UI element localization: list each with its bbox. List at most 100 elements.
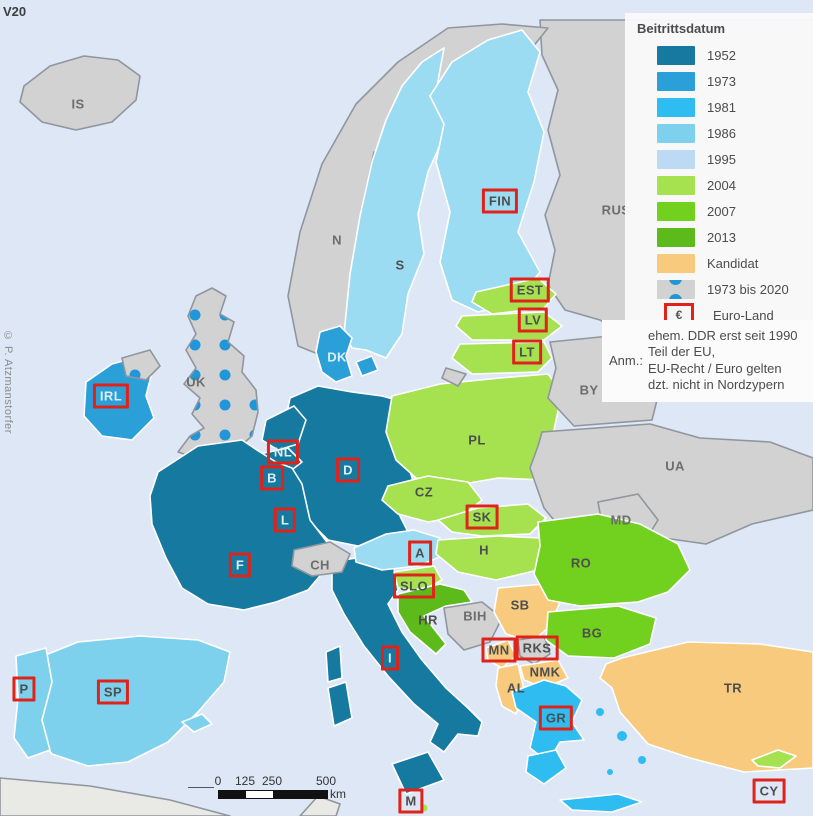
dot-pattern-icon — [669, 279, 682, 285]
country-tunisia — [299, 795, 341, 816]
dot-pattern-icon — [669, 293, 682, 299]
annotation-prefix: Anm.: — [609, 353, 643, 368]
country-denmark — [315, 325, 353, 383]
country-label-nl: NL — [266, 439, 300, 465]
greek-island — [607, 769, 613, 775]
annotation-line: EU-Recht / Euro gelten — [647, 360, 782, 376]
country-switzerland — [291, 541, 351, 577]
country-peloponnese — [525, 749, 567, 785]
legend-row-2004: 2004 — [635, 172, 813, 198]
greek-island — [596, 708, 604, 716]
country-denmark-island — [355, 355, 379, 377]
scale-tick: 0 — [214, 774, 222, 788]
country-label-bih: BIH — [463, 608, 487, 624]
country-label-cy: CY — [752, 778, 786, 804]
annotation-box: Anm.: ehem. DDR erst seit 1990 Teil der E… — [602, 320, 813, 402]
annotation-text: ehem. DDR erst seit 1990 Teil der EU, EU-R… — [648, 328, 798, 393]
legend-label: Kandidat — [707, 255, 759, 271]
country-iceland — [19, 55, 141, 131]
country-label-h: H — [479, 542, 489, 558]
scale-bar-strip — [218, 790, 328, 799]
country-label-dk: DK — [327, 349, 347, 365]
legend-swatch — [657, 45, 695, 65]
legend-row-1986: 1986 — [635, 120, 813, 146]
country-label-lv: LV — [517, 307, 549, 333]
country-sicily — [391, 751, 445, 795]
legend-row-1995: 1995 — [635, 146, 813, 172]
country-label-sp: SP — [96, 679, 130, 705]
legend-label: 1973 bis 2020 — [707, 281, 789, 297]
country-label-fin: FIN — [481, 188, 519, 214]
scale-ticks: 0 125 250 500 — [188, 774, 363, 788]
legend-row-dotted: 1973 bis 2020 — [635, 276, 813, 302]
country-label-slo: SLO — [393, 573, 435, 599]
scale-tick: 500 — [315, 774, 337, 788]
greek-island — [617, 731, 627, 741]
country-label-tr: TR — [723, 680, 743, 696]
greek-island — [638, 756, 646, 764]
legend-swatch — [657, 175, 695, 195]
country-latvia — [455, 311, 563, 341]
country-sardinia — [327, 681, 353, 727]
country-label-pl: PL — [468, 432, 486, 448]
country-label-irl: IRL — [92, 383, 130, 409]
country-label-p: P — [12, 676, 36, 702]
country-portugal — [13, 647, 53, 759]
country-label-rus: RUS — [601, 202, 631, 218]
country-label-mn: MN — [481, 637, 517, 663]
country-balearics — [181, 713, 213, 733]
country-label-i: I — [380, 645, 400, 671]
country-africa-coast — [0, 777, 231, 816]
legend-panel: Beitrittsdatum 1952 1973 1981 1986 1995 2004 2… — [625, 13, 813, 336]
version-label: V20 — [3, 4, 27, 19]
legend-label: 1973 — [707, 73, 736, 89]
legend-swatch — [657, 149, 695, 169]
country-label-ro: RO — [570, 555, 592, 571]
country-label-al: AL — [506, 680, 526, 696]
country-crete — [559, 793, 643, 813]
scale-segment — [273, 791, 327, 798]
country-spain — [27, 635, 231, 767]
legend-swatch — [657, 253, 695, 273]
country-label-n: N — [332, 232, 342, 248]
country-label-sk: SK — [465, 504, 499, 530]
scale-segment — [246, 791, 273, 798]
legend-label: 1995 — [707, 151, 736, 167]
country-corsica — [325, 645, 343, 683]
country-label-a: A — [408, 540, 432, 566]
country-label-lt: LT — [512, 339, 542, 365]
annotation-line: ehem. DDR erst seit 1990 — [647, 328, 798, 343]
country-turkey — [599, 641, 813, 773]
legend-label: 1952 — [707, 47, 736, 63]
legend-row-kandidat: Kandidat — [635, 250, 813, 276]
country-label-f: F — [228, 552, 252, 578]
scale-bar: 0 125 250 500 km — [188, 774, 363, 804]
country-label-rks: RKS — [515, 635, 559, 661]
scale-unit: km — [330, 787, 346, 801]
country-kaliningrad — [441, 367, 467, 387]
country-label-d: D — [336, 457, 360, 483]
country-label-is: IS — [71, 96, 85, 112]
legend-title: Beitrittsdatum — [637, 21, 726, 36]
country-croatia — [397, 583, 473, 655]
legend-label: 2004 — [707, 177, 736, 193]
legend-swatch — [657, 201, 695, 221]
legend-row-2013: 2013 — [635, 224, 813, 250]
legend-row-2007: 2007 — [635, 198, 813, 224]
scale-segment — [219, 791, 246, 798]
legend-swatch — [657, 123, 695, 143]
country-label-sb: SB — [510, 597, 530, 613]
country-label-ch: CH — [310, 557, 330, 573]
legend-label: 1981 — [707, 99, 736, 115]
country-label-md: MD — [610, 512, 632, 528]
legend-rows: 1952 1973 1981 1986 1995 2004 2007 2013 Kandidat — [635, 42, 813, 276]
legend-swatch — [657, 97, 695, 117]
country-label-bg: BG — [581, 625, 603, 641]
annotation-line: Teil der EU, — [647, 344, 716, 360]
country-lithuania — [451, 341, 553, 375]
copyright-label: © P. Atzmanstorfer — [2, 330, 14, 434]
legend-swatch — [657, 71, 695, 91]
legend-row-1981: 1981 — [635, 94, 813, 120]
